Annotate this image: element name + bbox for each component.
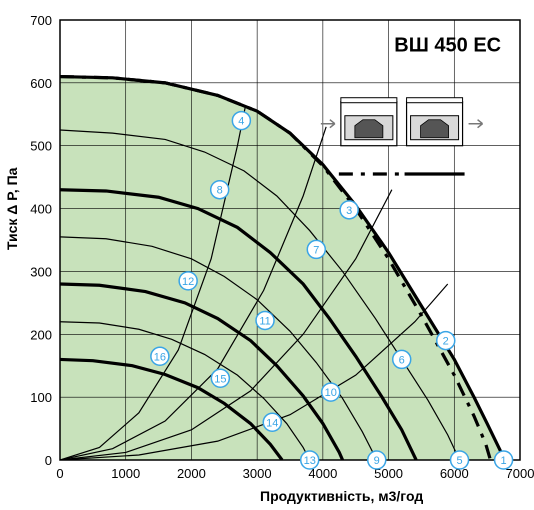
svg-text:14: 14 — [266, 417, 278, 429]
svg-text:0: 0 — [56, 466, 63, 481]
x-axis-label: Продуктивність, м3/год — [260, 488, 423, 504]
svg-text:10: 10 — [325, 387, 337, 399]
svg-text:12: 12 — [182, 276, 194, 288]
svg-text:600: 600 — [30, 76, 52, 91]
svg-text:7: 7 — [313, 244, 319, 256]
svg-text:300: 300 — [30, 264, 52, 279]
svg-text:0: 0 — [45, 453, 52, 468]
svg-text:16: 16 — [154, 351, 166, 363]
fan-chart: Тиск Δ P, Па Продуктивність, м3/год 0100… — [0, 0, 534, 510]
svg-text:6: 6 — [399, 354, 405, 366]
svg-text:2: 2 — [443, 336, 449, 348]
svg-text:11: 11 — [259, 315, 270, 327]
svg-text:13: 13 — [304, 455, 316, 467]
chart-svg: 0100020003000400050006000700001002003004… — [0, 0, 534, 510]
y-axis-label: Тиск Δ P, Па — [4, 168, 20, 250]
svg-text:100: 100 — [30, 390, 52, 405]
svg-text:7000: 7000 — [506, 466, 534, 481]
svg-text:2000: 2000 — [177, 466, 206, 481]
svg-text:8: 8 — [217, 185, 223, 197]
svg-text:3000: 3000 — [243, 466, 272, 481]
svg-text:200: 200 — [30, 327, 52, 342]
svg-text:1000: 1000 — [111, 466, 140, 481]
svg-text:400: 400 — [30, 202, 52, 217]
svg-text:1: 1 — [501, 455, 507, 467]
svg-text:3: 3 — [346, 205, 352, 217]
svg-text:9: 9 — [374, 455, 380, 467]
svg-text:ВШ 450 EC: ВШ 450 EC — [394, 34, 501, 56]
svg-text:500: 500 — [30, 139, 52, 154]
svg-text:5: 5 — [456, 455, 462, 467]
svg-text:700: 700 — [30, 13, 52, 28]
svg-text:15: 15 — [214, 373, 226, 385]
svg-text:4: 4 — [238, 116, 244, 128]
